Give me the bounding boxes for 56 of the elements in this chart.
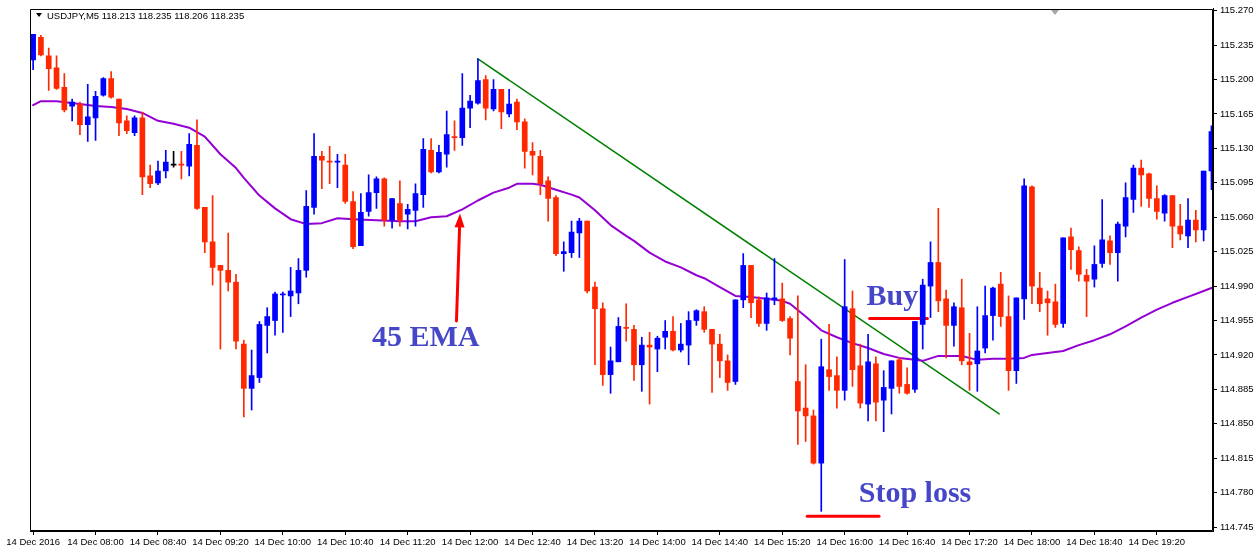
x-tick-label: 14 Dec 18:40 [1066,536,1123,548]
x-tick-label: 14 Dec 18:00 [1003,536,1061,548]
annotation: Stop loss [858,475,972,509]
x-tick-label: 14 Dec 12:40 [504,536,561,548]
y-tick-label: 115.060 [1220,210,1254,222]
y-tick-label: 114.990 [1220,279,1254,291]
chart-title: USDJPY,M5 118.213 118.235 118.206 118.235 [47,9,245,21]
candlestick [84,84,91,142]
y-tick-label: 114.745 [1220,520,1254,532]
y-tick-label: 115.270 [1220,4,1254,16]
x-tick-label: 14 Dec 10:00 [254,536,312,548]
x-tick-label: 14 Dec 13:20 [566,536,624,548]
x-tick-label: 14 Dec 09:20 [192,536,249,548]
candlestick [319,150,325,190]
y-tick-label: 115.095 [1220,176,1254,188]
candlestick [467,94,473,129]
y-tick-label: 114.885 [1220,382,1254,394]
x-tick-label: 14 Dec 19:20 [1128,536,1186,548]
candlestick [560,241,567,272]
y-tick-label: 114.850 [1220,417,1254,429]
candlestick [225,232,232,292]
x-tick-label: 14 Dec 16:00 [816,536,873,548]
x-tick-label: 14 Dec 10:40 [317,536,374,548]
x-tick-label: 14 Dec 14:00 [629,536,686,548]
candlestick [709,329,715,393]
candlestick [264,307,271,354]
y-tick-label: 115.200 [1220,73,1254,85]
x-tick-label: 14 Dec 17:20 [941,536,998,548]
candlestick [1177,204,1184,241]
y-tick-label: 114.920 [1220,348,1254,360]
candlestick [795,295,801,445]
y-tick-label: 115.130 [1220,142,1254,153]
candlestick [404,204,411,230]
x-tick-label: 14 Dec 08:00 [67,536,124,548]
x-tick-label: 14 Dec 2016 [6,536,61,548]
y-tick-label: 115.165 [1220,107,1254,119]
candlestick [677,323,684,353]
annotation: Buy [866,277,919,311]
candlestick [623,303,630,342]
candlestick [69,98,75,122]
annotation: 45 EMA [371,319,480,353]
y-tick-label: 115.025 [1220,245,1254,257]
candlestick [662,320,669,350]
candlestick [880,370,887,432]
y-tick-label: 114.780 [1220,486,1254,498]
x-tick-label: 14 Dec 16:40 [878,536,936,548]
x-tick-label: 14 Dec 08:40 [129,536,187,548]
y-tick-label: 114.815 [1220,451,1254,463]
x-tick-label: 14 Dec 12:00 [441,536,499,548]
x-tick-label: 14 Dec 11:20 [379,536,436,548]
x-tick-label: 14 Dec 14:40 [691,536,749,548]
candlestick [826,324,832,391]
x-tick-label: 14 Dec 15:20 [753,536,811,548]
y-tick-label: 115.235 [1220,38,1254,50]
y-tick-label: 114.955 [1220,314,1254,326]
candlestick [1138,159,1145,207]
